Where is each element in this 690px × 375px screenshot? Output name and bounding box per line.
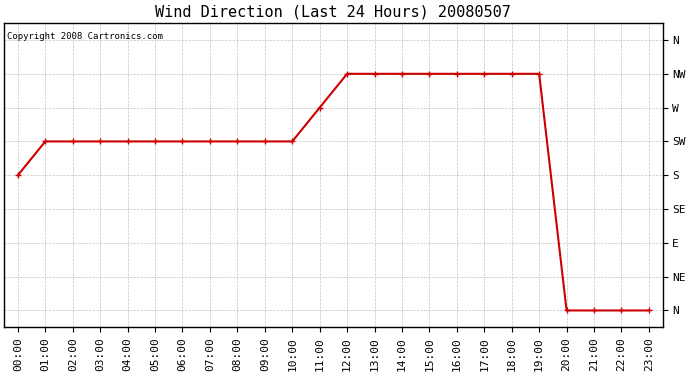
- Title: Wind Direction (Last 24 Hours) 20080507: Wind Direction (Last 24 Hours) 20080507: [155, 4, 511, 19]
- Text: Copyright 2008 Cartronics.com: Copyright 2008 Cartronics.com: [8, 32, 164, 41]
